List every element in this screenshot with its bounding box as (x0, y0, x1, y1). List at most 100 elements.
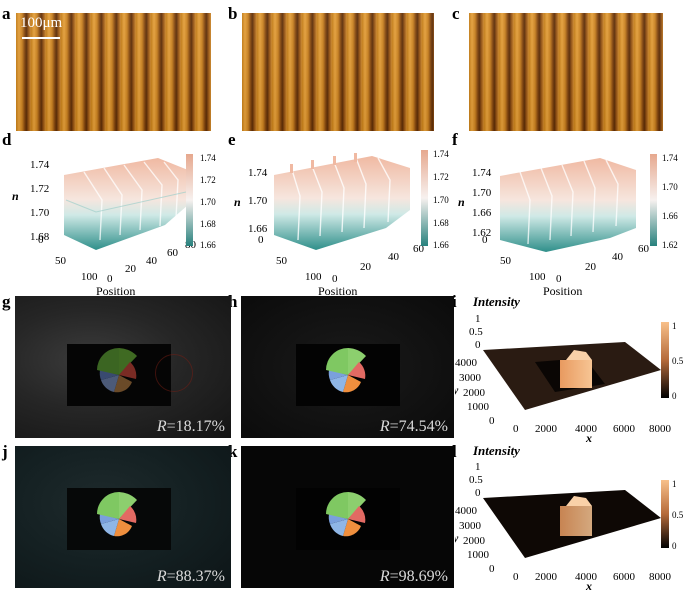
i-ytick: 1000 (467, 401, 490, 413)
f-cbar-tick: 1.62 (662, 240, 678, 250)
l-xtick: 4000 (575, 571, 598, 583)
l-xtick: 0 (513, 571, 519, 583)
intensity-plot-l: Intensity 1 0.5 0 4000 3000 2000 1000 0 … (455, 443, 684, 591)
d-n-axis-label: n (12, 189, 19, 203)
l-ytick: 1000 (467, 549, 490, 561)
i-xtick: 0 (513, 423, 519, 435)
panel-label-i: i (452, 292, 457, 311)
f-x-axis-label: Position (543, 284, 582, 298)
e-cbar-tick: 1.70 (433, 195, 449, 205)
reflectance-h: R=74.54% (379, 418, 448, 435)
e-xtick: 0 (332, 273, 338, 285)
e-colorbar (421, 150, 428, 246)
reflectance-g: R=18.17% (156, 418, 225, 435)
d-depth-tick: 0 (38, 234, 44, 246)
reflectance-k: R=98.69% (379, 568, 448, 585)
d-cbar-tick: 1.68 (200, 219, 216, 229)
intensity-plots: Intensity 1 0.5 0 4000 3000 2000 1000 0 … (455, 294, 684, 591)
i-cbar-tick: 0 (672, 391, 677, 401)
e-n-axis-label: n (234, 195, 241, 209)
e-ytick: 1.70 (248, 195, 268, 207)
e-xtick: 60 (413, 243, 425, 255)
l-x-axis-label: x (585, 579, 592, 591)
i-xtick: 6000 (613, 423, 636, 435)
f-cbar-tick: 1.70 (662, 182, 678, 192)
e-xtick: 40 (388, 251, 400, 263)
l-ztick: 1 (475, 461, 481, 473)
e-depth-tick: 50 (276, 255, 288, 267)
d-cbar-tick: 1.74 (200, 153, 216, 163)
reflectance-j: R=88.37% (156, 568, 225, 585)
surface-plots: 1.74 1.72 1.70 1.68 n 0 50 100 0 20 40 6… (12, 149, 678, 298)
panel-label-l: l (452, 442, 457, 461)
d-x-axis-label: Position (96, 284, 135, 298)
f-xtick: 40 (612, 251, 624, 263)
d-ytick: 1.72 (30, 183, 49, 195)
micrograph-a: 100μm (16, 13, 211, 131)
pie-pattern-g (97, 348, 137, 393)
i-ztick: 0 (475, 339, 481, 351)
d-depth-tick: 100 (81, 271, 98, 283)
d-depth-tick: 50 (55, 255, 67, 267)
l-cbar-tick: 1 (672, 479, 677, 489)
f-xtick: 0 (556, 273, 562, 285)
f-cbar-tick: 1.66 (662, 211, 678, 221)
l-xtick: 8000 (649, 571, 672, 583)
i-ztick: 0.5 (469, 326, 483, 338)
l-ztick: 0 (475, 487, 481, 499)
l-title: Intensity (472, 443, 520, 458)
d-ytick: 1.74 (30, 159, 50, 171)
l-xtick: 6000 (613, 571, 636, 583)
image-j: R=88.37% (15, 446, 231, 588)
surface-plot-f: 1.74 1.70 1.66 1.62 n 0 50 100 0 20 40 6… (458, 153, 678, 298)
panel-label-h: h (228, 292, 238, 311)
image-g: R=18.17% (15, 296, 231, 438)
f-colorbar (650, 154, 657, 246)
i-xtick: 8000 (649, 423, 672, 435)
surface-plot-e: 1.74 1.70 1.66 n 0 50 100 0 20 40 60 Pos… (234, 149, 449, 298)
i-y-axis-label: y (455, 383, 459, 397)
scale-bar-label: 100μm (20, 15, 63, 31)
d-xtick: 40 (146, 255, 158, 267)
d-xtick: 60 (167, 247, 179, 259)
panel-label-f: f (452, 130, 458, 149)
panel-label-e: e (228, 130, 236, 149)
l-ytick: 0 (489, 563, 495, 575)
l-ztick: 0.5 (469, 474, 483, 486)
l-cbar-tick: 0.5 (672, 510, 684, 520)
intensity-plot-i: Intensity 1 0.5 0 4000 3000 2000 1000 0 … (455, 294, 684, 445)
e-cbar-tick: 1.68 (433, 218, 449, 228)
e-x-axis-label: Position (318, 284, 357, 298)
i-ytick: 0 (489, 415, 495, 427)
e-cbar-tick: 1.66 (433, 240, 449, 250)
f-cbar-tick: 1.74 (662, 153, 678, 163)
f-depth-tick: 0 (482, 234, 488, 246)
d-colorbar (186, 154, 193, 246)
i-cbar-tick: 0.5 (672, 356, 684, 366)
surface-plot-d: 1.74 1.72 1.70 1.68 n 0 50 100 0 20 40 6… (12, 153, 216, 298)
e-cbar-tick: 1.72 (433, 172, 449, 182)
panel-label-c: c (452, 4, 460, 23)
panel-label-b: b (228, 4, 238, 23)
d-xtick: 20 (125, 263, 137, 275)
f-ytick: 1.62 (472, 227, 491, 239)
d-cbar-tick: 1.72 (200, 175, 216, 185)
f-depth-tick: 100 (529, 271, 546, 283)
i-xtick: 2000 (535, 423, 558, 435)
e-depth-tick: 100 (305, 271, 322, 283)
f-depth-tick: 50 (500, 255, 512, 267)
l-colorbar (661, 480, 669, 548)
d-ytick: 1.70 (30, 207, 50, 219)
i-cbar-tick: 1 (672, 321, 677, 331)
d-cbar-tick: 1.66 (200, 240, 216, 250)
e-cbar-tick: 1.74 (433, 149, 449, 159)
scale-bar (22, 37, 60, 39)
panel-label-d: d (2, 130, 12, 149)
e-ytick: 1.74 (248, 167, 268, 179)
e-ytick: 1.66 (248, 223, 268, 235)
i-xtick: 4000 (575, 423, 598, 435)
l-ytick: 3000 (459, 520, 482, 532)
f-ytick: 1.74 (472, 167, 492, 179)
i-x-axis-label: x (585, 431, 592, 445)
f-ytick: 1.70 (472, 187, 492, 199)
